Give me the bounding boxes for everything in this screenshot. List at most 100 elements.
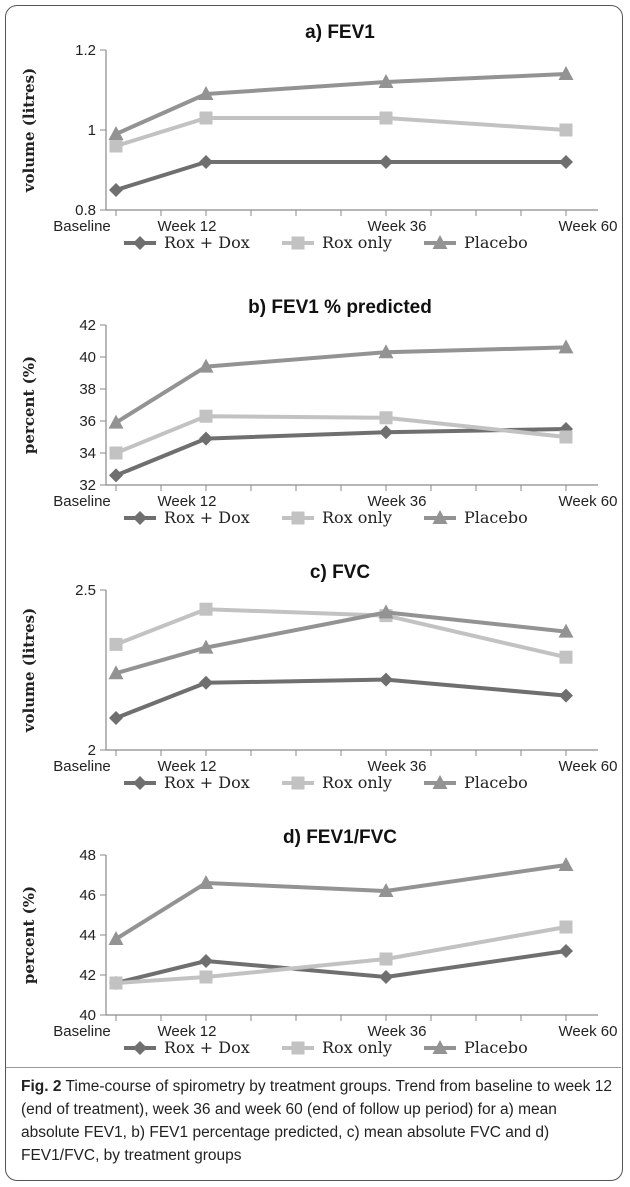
chart-b-ytick-label: 38 xyxy=(79,381,96,398)
chart-c-legend-marker-1 xyxy=(291,776,305,790)
chart-a-legend-label-0: Rox + Dox xyxy=(164,233,250,252)
chart-c-series-1-point-0 xyxy=(109,637,123,651)
chart-d-legend-marker-2 xyxy=(432,1040,448,1054)
chart-b-legend-marker-1 xyxy=(291,511,305,525)
chart-d-series-1-point-0 xyxy=(109,976,123,990)
chart-b-ytick-label: 34 xyxy=(79,445,96,462)
chart-a-series-2-line xyxy=(115,72,567,136)
caption-label: Fig. 2 xyxy=(21,1078,62,1095)
chart-b-xtick-label: Week 12 xyxy=(158,493,217,510)
chart-d-ytick-label: 44 xyxy=(79,927,96,944)
chart-c-series-2-point-2 xyxy=(378,604,394,619)
chart-d-series-1-point-2 xyxy=(379,952,393,966)
chart-c-xtick-label: Week 36 xyxy=(368,758,427,775)
chart-d-ylabel: percent (%) xyxy=(20,886,38,984)
chart-b-series-0-point-1 xyxy=(199,431,213,446)
chart-b-series-2-point-3 xyxy=(558,339,574,354)
chart-b-series-1-line xyxy=(115,414,567,455)
chart-b-legend-label-2: Placebo xyxy=(464,508,528,527)
chart-b-series-2-point-1 xyxy=(198,358,214,373)
chart-c-series-1-point-3 xyxy=(559,650,573,664)
chart-a-legend-label-1: Rox only xyxy=(322,233,392,252)
figure-frame xyxy=(5,5,623,1181)
chart-d-ytick-label: 46 xyxy=(79,887,96,904)
chart-a-series-1-point-3 xyxy=(559,123,573,137)
chart-b-ytick-label: 32 xyxy=(79,477,96,494)
chart-a-legend-label-2: Placebo xyxy=(464,233,528,252)
chart-b-legend-marker-2 xyxy=(432,510,448,524)
chart-d-legend-marker-1 xyxy=(291,1041,305,1055)
chart-b-xtick-label: Week 60 xyxy=(559,493,618,510)
chart-c-xtick-label: Week 60 xyxy=(559,758,618,775)
chart-d-series-1-point-3 xyxy=(559,920,573,934)
chart-c-ytick-label: 2 xyxy=(88,742,96,759)
chart-d-xtick-label: Week 36 xyxy=(368,1023,427,1040)
chart-d-series-0-point-2 xyxy=(379,970,393,984)
chart-c-series-0-point-2 xyxy=(379,672,393,687)
chart-d-series-2-point-0 xyxy=(108,931,124,945)
chart-c-series-1-point-1 xyxy=(199,602,213,616)
chart-c-series-1-line xyxy=(115,607,567,660)
chart-b-series-1-point-2 xyxy=(379,411,393,425)
chart-a-legend-marker-1 xyxy=(291,236,305,250)
chart-c-ytick-label: 2.5 xyxy=(75,582,96,599)
chart-c-legend-label-1: Rox only xyxy=(322,773,392,792)
chart-d-title: d) FEV1/FVC xyxy=(283,827,397,848)
chart-d-legend-label-2: Placebo xyxy=(464,1038,528,1057)
chart-b-series-1-point-3 xyxy=(559,430,573,444)
chart-a-series-0-point-2 xyxy=(379,155,393,169)
chart-b-ytick-label: 36 xyxy=(79,413,96,430)
chart-b-series-0-point-0 xyxy=(109,468,123,483)
chart-d: d) FEV1/FVC 40 42 44 46 48 Baseline Week 12 Week… xyxy=(20,827,617,1057)
chart-b-series-2-point-0 xyxy=(108,414,124,429)
chart-b-xtick-label: Week 36 xyxy=(368,493,427,510)
chart-d-xtick-label: Baseline xyxy=(53,1023,111,1040)
chart-a-series-0-point-1 xyxy=(199,155,213,169)
chart-d-legend-label-1: Rox only xyxy=(322,1038,392,1057)
chart-c-series-2-point-3 xyxy=(558,623,574,638)
chart-d-xtick-label: Week 12 xyxy=(158,1023,217,1040)
chart-b-ytick-label: 40 xyxy=(79,349,96,366)
chart-c-series-2-point-1 xyxy=(198,639,214,654)
chart-b-series-0-point-2 xyxy=(379,425,393,440)
caption-text: Time-course of spirometry by treatment g… xyxy=(21,1078,612,1164)
chart-b-legend-label-0: Rox + Dox xyxy=(164,508,250,527)
chart-a-series-1-point-0 xyxy=(109,139,123,153)
chart-a-series-0-line xyxy=(115,160,566,192)
chart-a-xtick-label: Week 36 xyxy=(368,218,427,235)
chart-d-series-1-line xyxy=(115,925,567,985)
chart-b-series-0-line xyxy=(115,427,567,478)
figure-caption: Fig. 2 Time-course of spirometry by trea… xyxy=(21,1075,616,1167)
chart-b-series-2-line xyxy=(114,345,567,425)
chart-b-xtick-label: Baseline xyxy=(53,493,111,510)
chart-d-series-1-point-1 xyxy=(199,970,213,984)
chart-c-series-2-point-0 xyxy=(108,665,124,680)
chart-a-title: a) FEV1 xyxy=(305,22,375,43)
chart-a-ytick-label: 1.2 xyxy=(75,42,96,59)
chart-c: c) FVC 2 2.5 Baseline Week 12 Week 36 Week 60 v… xyxy=(20,562,618,792)
chart-b: b) FEV1 % predicted 32 34 36 38 40 42 Baseline W… xyxy=(20,297,618,527)
chart-c-xtick-label: Week 12 xyxy=(158,758,217,775)
chart-b-series-1-point-1 xyxy=(199,409,213,423)
chart-a: a) FEV1 0.8 1 1.2 Baseline Week 12 Week 36 Week… xyxy=(20,22,618,252)
chart-a-xtick-label: Week 60 xyxy=(559,218,618,235)
chart-a-ytick-label: 0.8 xyxy=(75,202,96,219)
chart-d-ytick-label: 40 xyxy=(79,1007,96,1024)
chart-d-series-0-point-3 xyxy=(559,944,573,958)
chart-a-series-0-point-3 xyxy=(559,155,573,169)
chart-a-series-2-point-1 xyxy=(198,86,214,100)
chart-a-ytick-label: 1 xyxy=(88,122,96,139)
chart-d-series-2-point-3 xyxy=(558,857,574,871)
chart-a-series-1-point-2 xyxy=(379,111,393,125)
chart-a-xtick-label: Baseline xyxy=(53,218,111,235)
chart-b-ytick-label: 42 xyxy=(79,317,96,334)
chart-c-series-2-line xyxy=(115,610,567,676)
chart-c-series-0-point-0 xyxy=(109,711,123,725)
chart-c-legend-marker-0 xyxy=(133,776,147,790)
chart-b-title: b) FEV1 % predicted xyxy=(248,297,432,318)
chart-a-legend-marker-0 xyxy=(133,236,147,250)
chart-c-legend-label-0: Rox + Dox xyxy=(164,773,250,792)
chart-b-series-1-point-0 xyxy=(109,446,123,460)
chart-a-series-2-point-2 xyxy=(378,74,394,88)
chart-b-legend-label-1: Rox only xyxy=(322,508,392,527)
